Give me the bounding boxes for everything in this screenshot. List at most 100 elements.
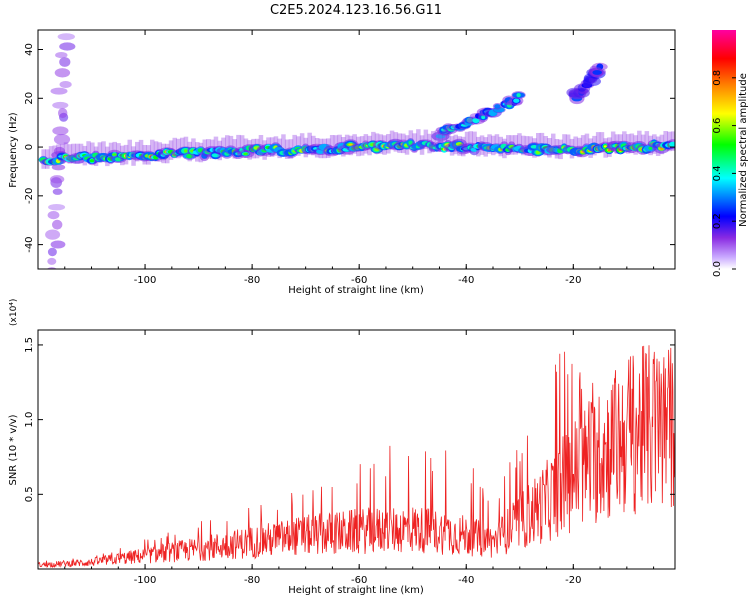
spectrogram-ridge-blob	[211, 153, 220, 158]
spectrogram-secondary-blob	[494, 104, 501, 109]
y-tick-label: 20	[24, 92, 35, 105]
x-tick-label: -80	[244, 575, 260, 586]
spectrogram-secondary-blob	[592, 70, 602, 75]
spectrogram-ridge-halo	[416, 129, 421, 149]
spectrogram-secondary-blob	[50, 240, 66, 249]
snr-series-line	[38, 345, 675, 569]
spectrogram-ridge-halo	[127, 139, 132, 160]
snr-x-ticks: -100 -80 -60 -40 -20	[37, 330, 655, 586]
spectrogram-secondary-blob	[50, 87, 68, 95]
spectrogram-secondary-blob	[52, 219, 63, 230]
spectrogram-ridge-halo	[637, 130, 642, 151]
spectrogram-ridge-halo	[584, 133, 590, 154]
figure-title: C2E5.2024.123.16.56.G11	[270, 3, 442, 18]
spectrogram-ridge-halo	[63, 142, 69, 162]
spectrogram-secondary-blob	[472, 117, 480, 123]
spectrogram-y-ticks: -40 -20 0 20 40	[24, 43, 675, 253]
colorbar-ticks: 0.0 0.2 0.4 0.6 0.8	[712, 70, 736, 277]
spectrogram-ridge-halo	[86, 141, 91, 161]
spectrogram-ridge-blob	[603, 145, 608, 148]
y-tick-label: 1.0	[24, 412, 35, 428]
spectrogram-ridge-halo	[580, 135, 586, 155]
y-tick-label: 0.5	[24, 486, 35, 502]
spectrogram-ridge-halo	[536, 133, 541, 153]
spectrogram-ridge-halo	[292, 134, 297, 155]
spectrogram-marks	[38, 33, 675, 269]
spectrogram-ridge-halo	[138, 139, 144, 160]
spectrogram-ridge-halo	[101, 141, 106, 161]
spectrogram-ridge-halo	[595, 132, 601, 152]
spectrogram-secondary-blob	[513, 98, 520, 103]
spectrogram-ridge-halo	[52, 145, 58, 165]
spectrogram-ridge-halo	[539, 132, 545, 153]
spectrogram-ridge-halo	[434, 130, 440, 150]
spectrogram-secondary-blob	[59, 57, 71, 67]
y-tick-label: 0	[24, 144, 35, 150]
spectrogram-ridge-halo	[599, 132, 605, 152]
x-tick-label: -60	[351, 275, 367, 286]
spectrogram-ridge-halo	[150, 139, 155, 160]
spectrogram-ridge-blob	[184, 149, 188, 153]
spectrogram-ridge-halo	[513, 135, 518, 155]
spectrogram-ridge-halo	[468, 131, 473, 151]
x-tick-label: -80	[244, 275, 260, 286]
snr-y-label: SNR (10 * v/v)	[8, 414, 19, 485]
spectrogram-secondary-blob	[59, 42, 76, 51]
spectrogram-panel: -100 -80 -60 -40 -20 -40 -20 0 20 40 Height of s…	[8, 29, 676, 296]
x-tick-label: -40	[458, 275, 474, 286]
x-tick-label: -20	[565, 275, 581, 286]
spectrogram-ridge-blob	[348, 143, 353, 146]
snr-panel: -100 -80 -60 -40 -20 0.5 1.0 1.5 Height of str…	[8, 299, 676, 596]
spectrogram-ridge-halo	[431, 131, 436, 151]
colorbar-tick-label: 0.6	[712, 118, 723, 134]
colorbar-label: Normalized spectral amplitude	[738, 73, 749, 227]
x-tick-label: -100	[134, 275, 157, 286]
spectrogram-border	[37, 29, 676, 270]
spectrogram-ridge-blob	[111, 153, 118, 156]
spectrogram-ridge-halo	[551, 133, 556, 154]
spectrogram-ridge-halo	[352, 134, 357, 154]
spectrogram-ridge-halo	[663, 131, 668, 151]
spectrogram-ridge-halo	[472, 131, 477, 152]
colorbar-gradient	[712, 30, 736, 269]
y-tick-label: 40	[24, 43, 35, 56]
spectrogram-ridge-halo	[442, 130, 447, 150]
spectrogram-x-ticks: -100 -80 -60 -40 -20	[37, 30, 655, 286]
spectrogram-x-label: Height of straight line (km)	[288, 285, 424, 296]
spectrogram-secondary-blob	[45, 229, 61, 240]
spectrogram-secondary-blob	[49, 175, 65, 184]
spectrogram-y-label: Frequency (Hz)	[8, 112, 19, 188]
spectrogram-ridge-halo	[281, 134, 286, 154]
x-tick-label: -100	[134, 575, 157, 586]
spectrogram-ridge-halo	[258, 135, 264, 155]
spectrogram-ridge-halo	[48, 146, 54, 166]
spectrogram-secondary-blob	[52, 101, 69, 109]
spectrogram-secondary-blob	[54, 68, 71, 78]
y-tick-label: -40	[24, 236, 35, 252]
spectrogram-secondary-blob	[47, 257, 57, 265]
spectrogram-secondary-blob	[52, 188, 63, 195]
spectrogram-ridge-halo	[573, 136, 578, 156]
spectrogram-ridge-halo	[517, 133, 522, 153]
colorbar-tick-label: 0.4	[712, 165, 723, 181]
spectrogram-ridge-halo	[71, 143, 76, 164]
spectrogram-ridge-halo	[236, 134, 241, 155]
x-tick-label: -60	[351, 575, 367, 586]
spectrogram-ridge-halo	[97, 142, 103, 162]
spectrogram-ridge-halo	[67, 144, 73, 164]
snr-border	[37, 329, 676, 570]
y-tick-label: 1.5	[24, 337, 35, 353]
spectrogram-ridge-halo	[521, 135, 526, 156]
spectrogram-secondary-blob	[47, 247, 57, 257]
spectrogram-ridge-halo	[90, 142, 95, 162]
spectrogram-secondary-blob	[55, 52, 68, 59]
spectrogram-secondary-blob	[57, 33, 75, 41]
spectrogram-ridge-halo	[116, 143, 121, 163]
spectrogram-ridge-halo	[464, 131, 470, 152]
spectrogram-secondary-blob	[48, 204, 66, 211]
spectrogram-ridge-halo	[225, 135, 230, 155]
spectrogram-ridge-halo	[423, 129, 429, 150]
snr-x-label: Height of straight line (km)	[288, 585, 424, 596]
spectrogram-secondary-blob	[59, 81, 72, 88]
